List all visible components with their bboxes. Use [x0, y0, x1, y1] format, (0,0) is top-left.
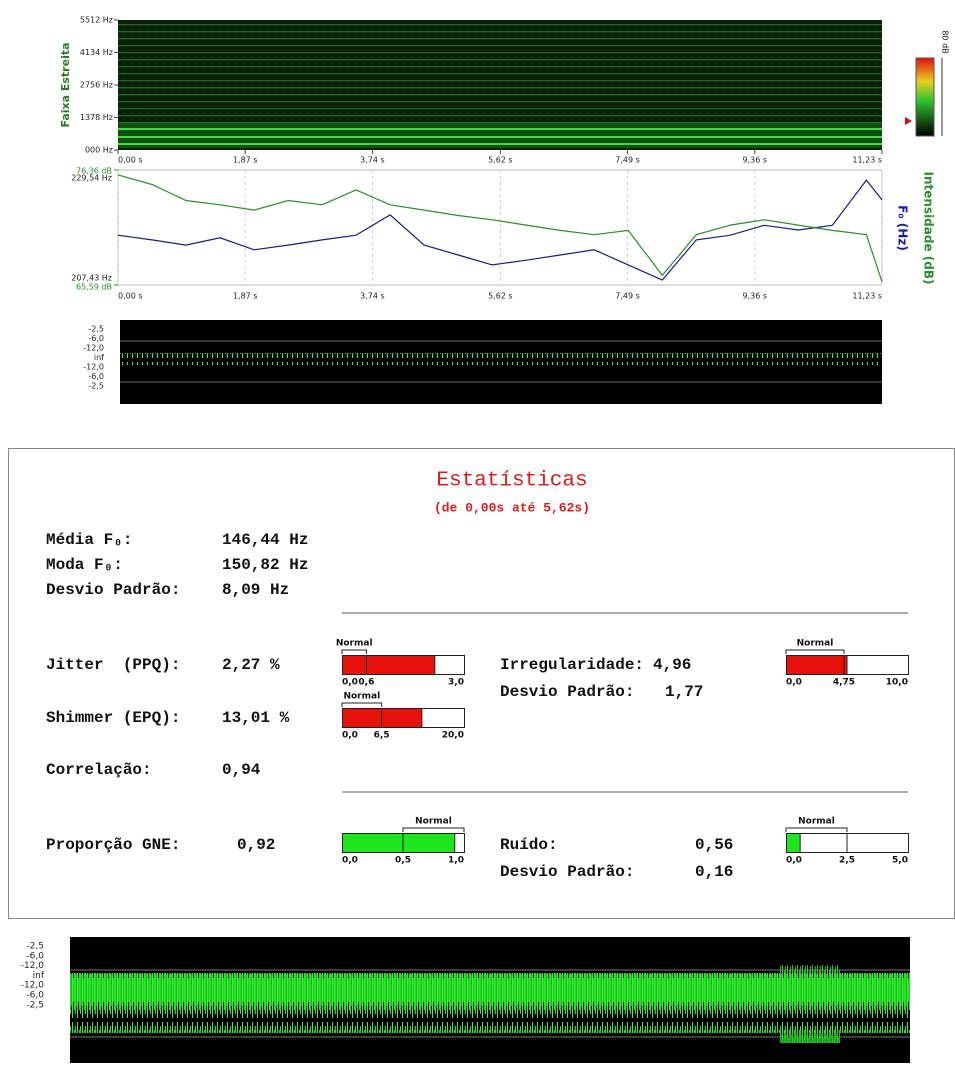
normal-label: Normal — [343, 692, 380, 702]
level-label: -2,5 — [26, 942, 44, 952]
level-label: -2,5 — [88, 325, 104, 334]
x-tick-label: 0,00 s — [118, 156, 143, 165]
meter-value: 4,96 — [653, 656, 691, 674]
meter-value: 0,92 — [237, 836, 275, 854]
level-label: inf — [33, 971, 45, 981]
level-label: -6,0 — [26, 951, 44, 961]
level-label: -12,0 — [21, 981, 45, 991]
y-tick-label: 1378 Hz — [80, 113, 113, 122]
x-tick-label: 9,36 s — [743, 292, 768, 301]
y2-tick-label: 76,36 dB — [76, 167, 112, 176]
meter-scale-label: 20,0 — [442, 731, 464, 741]
level-label: -12,0 — [83, 363, 104, 372]
x-tick-label: 7,49 s — [615, 156, 640, 165]
meter-label: Jitter (PPQ): — [46, 656, 180, 674]
meter-scale-label: 0,5 — [395, 856, 411, 866]
stat-value: 8,09 Hz — [222, 581, 289, 599]
meter-bar — [343, 709, 422, 728]
meter-scale-label: 0,0 — [342, 731, 358, 741]
color-bar-pointer — [905, 117, 912, 125]
spectrogram-harmonic — [118, 136, 882, 138]
color-bar-label: 80 dB — [941, 30, 950, 53]
y-tick-label: 207,43 Hz — [71, 274, 112, 283]
stat-label: Moda F₀: — [46, 556, 123, 574]
x-tick-label: 3,74 s — [360, 292, 385, 301]
meter-scale-label: 5,0 — [892, 856, 908, 866]
correlation-value: 0,94 — [222, 761, 261, 779]
level-label: inf — [94, 353, 104, 362]
waveform-signal-peak — [780, 965, 840, 1043]
meter-scale-label: 0,0 — [342, 678, 358, 688]
level-label: -2,5 — [88, 382, 104, 391]
statistics-subtitle: (de 0,00s até 5,62s) — [434, 500, 590, 515]
normal-label: Normal — [336, 639, 373, 649]
level-label: -6,0 — [88, 372, 104, 381]
x-tick-label: 5,62 s — [488, 156, 513, 165]
level-label: -6,0 — [26, 991, 44, 1001]
meter-bar — [343, 834, 455, 853]
sd-label: Desvio Padrão: — [500, 683, 634, 701]
sd-label: Desvio Padrão: — [500, 863, 634, 881]
correlation-label: Correlação: — [46, 761, 152, 779]
y-tick-label: 5512 Hz — [80, 16, 113, 25]
waveform-signal — [120, 353, 882, 365]
y-tick-label: 000 Hz — [85, 146, 113, 155]
meter-label: Irregularidade: — [500, 656, 644, 674]
meter-bar — [787, 656, 848, 675]
level-label: -6,0 — [88, 334, 104, 343]
x-tick-label: 3,74 s — [360, 156, 385, 165]
x-tick-label: 1,87 s — [233, 292, 258, 301]
meter-value: 2,27 % — [222, 656, 280, 674]
normal-label: Normal — [798, 817, 835, 827]
meter-scale-label: 2,5 — [839, 856, 855, 866]
f0-axis-label: F₀ (Hz) — [896, 205, 910, 251]
meter-value: 13,01 % — [222, 709, 290, 727]
meter-scale-label: 3,0 — [448, 678, 464, 688]
meter-scale-label: 0,0 — [786, 856, 802, 866]
meter-bar — [343, 656, 435, 675]
meter-scale-label: 6,5 — [374, 731, 390, 741]
x-tick-label: 7,49 s — [615, 292, 640, 301]
y-tick-label: 4134 Hz — [80, 48, 113, 57]
y2-tick-label: 65,59 dB — [76, 283, 112, 292]
sd-value: 0,16 — [695, 863, 733, 881]
meter-scale-label: 0,0 — [342, 856, 358, 866]
page: { "spectrogram": { "type": "spectrogram"… — [0, 0, 955, 1068]
meter-scale-label: 10,0 — [886, 678, 908, 688]
x-tick-label: 9,36 s — [743, 156, 768, 165]
meter-scale-label: 0,6 — [358, 678, 374, 688]
x-tick-label: 11,23 s — [852, 292, 882, 301]
screen: 80 dB Faixa Estreita F₀ (Hz) Intensidade… — [0, 0, 955, 1068]
y-tick-label: 2756 Hz — [80, 81, 113, 90]
stat-value: 150,82 Hz — [222, 556, 308, 574]
meter-label: Ruído: — [500, 836, 558, 854]
level-label: -12,0 — [21, 961, 45, 971]
meter-scale-label: 0,0 — [786, 678, 802, 688]
normal-label: Normal — [415, 817, 452, 827]
meter-scale-label: 4,75 — [833, 678, 855, 688]
meter-label: Proporção GNE: — [46, 836, 180, 854]
x-tick-label: 1,87 s — [233, 156, 258, 165]
sd-value: 1,77 — [665, 683, 703, 701]
spectrogram-harmonic — [118, 143, 882, 145]
normal-label: Normal — [797, 639, 834, 649]
stat-value: 146,44 Hz — [222, 531, 308, 549]
y-axis-label: Faixa Estreita — [59, 42, 72, 127]
stat-label: Média F₀: — [46, 531, 132, 549]
meter-bar — [787, 834, 801, 853]
x-tick-label: 11,23 s — [852, 156, 882, 165]
color-bar — [916, 58, 934, 136]
spectrogram-harmonic — [118, 128, 882, 130]
x-tick-label: 5,62 s — [488, 292, 513, 301]
stat-label: Desvio Padrão: — [46, 581, 180, 599]
level-label: -12,0 — [83, 344, 104, 353]
intensity-axis-label: Intensidade (dB) — [922, 172, 936, 285]
x-tick-label: 0,00 s — [118, 292, 143, 301]
meter-scale-label: 1,0 — [448, 856, 464, 866]
statistics-title: Estatísticas — [436, 470, 587, 493]
level-label: -2,5 — [26, 1000, 44, 1010]
meter-value: 0,56 — [695, 836, 733, 854]
meter-label: Shimmer (EPQ): — [46, 709, 180, 727]
